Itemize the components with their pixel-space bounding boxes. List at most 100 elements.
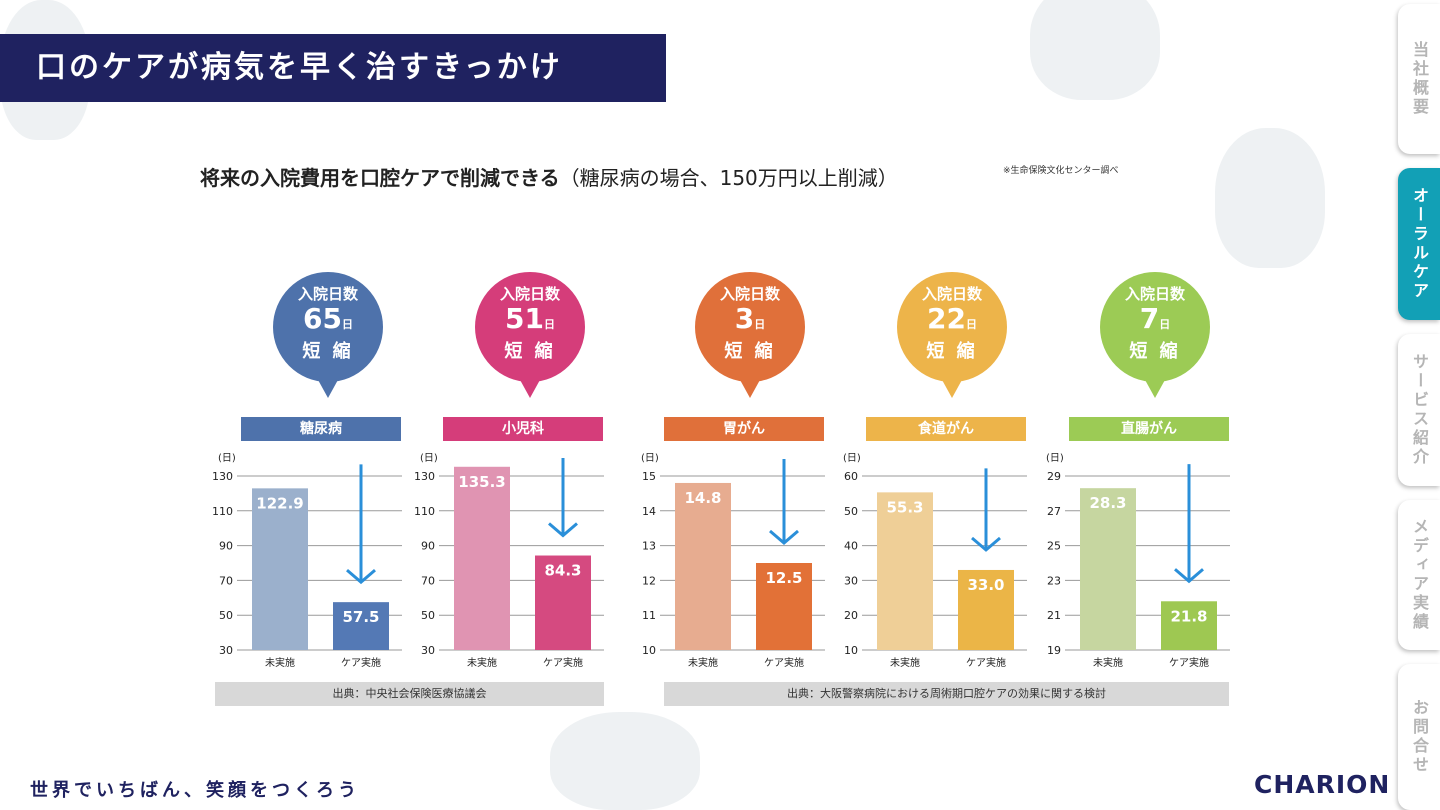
y-axis-unit: (日)	[420, 453, 438, 464]
reduction-bubble-esophagus: 入院日数 22日 短 縮	[897, 272, 1007, 398]
y-tick-label: 13	[642, 540, 656, 553]
x-category-label: ケア実施	[764, 656, 804, 669]
bar-value-label: 28.3	[1089, 494, 1126, 512]
y-tick-label: 10	[642, 644, 656, 657]
reduction-bubble-pediatrics: 入院日数 51日 短 縮	[475, 272, 585, 398]
bar-without-care	[675, 482, 731, 650]
reduction-days: 3	[734, 302, 755, 335]
tagline: 世界でいちばん、笑顔をつくろう	[30, 780, 360, 801]
y-tick-label: 20	[844, 609, 858, 622]
reduction-arrow-head	[769, 529, 799, 545]
tooth-decoration	[550, 712, 700, 810]
bar-without-care	[252, 488, 308, 650]
reduction-arrow-head	[1174, 568, 1204, 584]
reduction-days: 51	[505, 302, 544, 335]
y-tick-label: 110	[212, 505, 233, 518]
category-pediatrics: 小児科	[443, 417, 603, 441]
bar-without-care	[454, 466, 510, 650]
category-diabetes: 糖尿病	[241, 417, 401, 441]
y-tick-label: 12	[642, 574, 656, 587]
bar-with-care	[1161, 601, 1217, 650]
brand-logo[interactable]: CHARION	[1254, 770, 1391, 799]
category-esophagus: 食道がん	[866, 417, 1026, 441]
y-tick-label: 11	[642, 609, 656, 622]
x-category-label: 未実施	[467, 656, 497, 669]
x-category-label: ケア実施	[341, 656, 381, 669]
y-axis-unit: (日)	[843, 453, 861, 464]
bar-value-label: 135.3	[458, 473, 505, 491]
side-tab-media[interactable]: メディア実績	[1398, 500, 1440, 650]
y-tick-label: 50	[844, 505, 858, 518]
reduction-bubble-diabetes: 入院日数 65日 短 縮	[273, 272, 383, 398]
bar-value-label: 122.9	[256, 494, 303, 512]
bar-value-label: 33.0	[967, 576, 1004, 594]
y-axis-unit: (日)	[641, 453, 659, 464]
y-tick-label: 70	[219, 574, 233, 587]
chart-heading: 将来の入院費用を口腔ケアで削減できる（糖尿病の場合、150万円以上削減）	[200, 162, 898, 191]
y-tick-label: 15	[642, 470, 656, 483]
bar-value-label: 84.3	[544, 562, 581, 580]
y-tick-label: 21	[1047, 609, 1061, 622]
y-tick-label: 30	[219, 644, 233, 657]
y-tick-label: 90	[421, 540, 435, 553]
bar-value-label: 14.8	[684, 489, 721, 507]
x-category-label: ケア実施	[966, 656, 1006, 669]
y-tick-label: 30	[421, 644, 435, 657]
reduction-arrow-head	[971, 536, 1001, 552]
side-tab-oral-care[interactable]: オーラルケア	[1398, 168, 1440, 320]
bar-value-label: 55.3	[886, 498, 923, 516]
x-category-label: ケア実施	[1169, 656, 1209, 669]
reduction-bubble-rectum: 入院日数 7日 短 縮	[1100, 272, 1210, 398]
bar-with-care	[333, 602, 389, 650]
source-note-right: 出典：大阪警察病院における周術期口腔ケアの効果に関する検討	[664, 682, 1229, 706]
bar-with-care	[535, 555, 591, 650]
y-tick-label: 110	[414, 505, 435, 518]
reduction-days: 7	[1139, 302, 1160, 335]
category-rectum: 直腸がん	[1069, 417, 1229, 441]
x-category-label: 未実施	[1093, 656, 1123, 669]
x-category-label: ケア実施	[543, 656, 583, 669]
bar-with-care	[756, 563, 812, 650]
y-tick-label: 30	[844, 574, 858, 587]
y-tick-label: 50	[421, 609, 435, 622]
reduction-bubble-stomach: 入院日数 3日 短 縮	[695, 272, 805, 398]
y-tick-label: 23	[1047, 574, 1061, 587]
y-tick-label: 29	[1047, 470, 1061, 483]
y-tick-label: 40	[844, 540, 858, 553]
x-category-label: 未実施	[688, 656, 718, 669]
y-tick-label: 27	[1047, 505, 1061, 518]
y-tick-label: 19	[1047, 644, 1061, 657]
y-tick-label: 25	[1047, 540, 1061, 553]
y-tick-label: 130	[212, 470, 233, 483]
category-stomach: 胃がん	[664, 417, 824, 441]
heading-main: 将来の入院費用を口腔ケアで削減できる	[200, 166, 560, 190]
source-note-left: 出典：中央社会保険医療協議会	[215, 682, 604, 706]
side-tab-contact[interactable]: お問合せ	[1398, 664, 1440, 810]
side-tab-services[interactable]: サービス紹介	[1398, 334, 1440, 486]
bar-with-care	[958, 569, 1014, 650]
page-title: 口のケアが病気を早く治すきっかけ	[0, 34, 666, 102]
reduction-arrow-head	[548, 522, 578, 538]
bar-without-care	[877, 492, 933, 650]
survey-note: ※生命保険文化センター調べ	[1003, 166, 1119, 176]
tooth-decoration	[1030, 0, 1160, 100]
y-tick-label: 14	[642, 505, 656, 518]
reduction-days: 65	[303, 302, 342, 335]
y-axis-unit: (日)	[218, 453, 236, 464]
reduction-arrow-head	[346, 569, 376, 585]
y-tick-label: 70	[421, 574, 435, 587]
reduction-days: 22	[927, 302, 966, 335]
x-category-label: 未実施	[265, 656, 295, 669]
bar-value-label: 57.5	[342, 608, 379, 626]
y-axis-unit: (日)	[1046, 453, 1064, 464]
side-tab-company[interactable]: 当社概要	[1398, 4, 1440, 154]
y-tick-label: 50	[219, 609, 233, 622]
tooth-decoration	[1215, 128, 1325, 268]
y-tick-label: 130	[414, 470, 435, 483]
y-tick-label: 90	[219, 540, 233, 553]
bar-without-care	[1080, 488, 1136, 650]
bar-value-label: 12.5	[765, 569, 802, 587]
bar-value-label: 21.8	[1170, 607, 1207, 625]
y-tick-label: 10	[844, 644, 858, 657]
